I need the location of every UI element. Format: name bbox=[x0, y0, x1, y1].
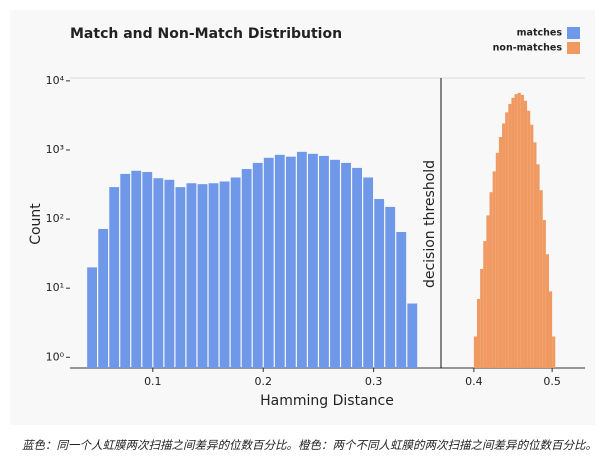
y-tick-label: 10³ bbox=[46, 143, 64, 156]
bar bbox=[341, 162, 351, 368]
bar bbox=[542, 219, 546, 368]
bar bbox=[545, 254, 549, 368]
x-tick-label: 0.5 bbox=[543, 375, 561, 388]
chart-title: Match and Non-Match Distribution bbox=[70, 26, 342, 42]
bar bbox=[486, 215, 490, 368]
bar bbox=[495, 152, 499, 368]
y-tick-label: 10² bbox=[46, 212, 64, 225]
x-tick-label: 0.1 bbox=[144, 375, 162, 388]
bar bbox=[536, 164, 540, 368]
bar bbox=[539, 190, 543, 368]
bar bbox=[352, 167, 363, 368]
y-tick-label: 10⁴ bbox=[46, 74, 65, 87]
bar bbox=[98, 228, 109, 368]
bar bbox=[489, 192, 493, 368]
bar bbox=[533, 142, 537, 368]
bar bbox=[263, 157, 274, 368]
bar bbox=[197, 184, 208, 368]
bar bbox=[508, 103, 512, 369]
chart: Match and Non-Match Distribution Hamming… bbox=[28, 26, 585, 409]
bar bbox=[175, 187, 186, 368]
bar bbox=[219, 181, 230, 368]
x-axis-label: Hamming Distance bbox=[260, 393, 394, 409]
bar bbox=[505, 112, 509, 368]
bar bbox=[473, 336, 477, 368]
bar bbox=[477, 298, 481, 368]
bar bbox=[523, 100, 528, 368]
bar bbox=[396, 232, 407, 368]
caption: 蓝色：同一个人虹膜两次扫描之间差异的位数百分比。橙色：两个不同人虹膜的两次扫描之… bbox=[22, 438, 597, 452]
bar bbox=[164, 179, 175, 368]
legend-swatch bbox=[567, 27, 580, 39]
bar bbox=[407, 303, 418, 368]
bar bbox=[502, 123, 506, 368]
bar bbox=[285, 156, 296, 368]
bar bbox=[274, 154, 285, 368]
x-tick-label: 0.2 bbox=[254, 375, 272, 388]
bar bbox=[517, 92, 521, 369]
legend-swatch bbox=[567, 42, 580, 54]
bar bbox=[552, 336, 556, 368]
bar bbox=[241, 169, 252, 368]
bar bbox=[385, 206, 396, 368]
bar bbox=[230, 177, 241, 368]
y-axis-label: Count bbox=[28, 203, 44, 245]
bar bbox=[319, 155, 329, 368]
bar bbox=[498, 137, 503, 368]
bar bbox=[530, 124, 534, 369]
annotation: decision threshold bbox=[422, 160, 438, 288]
bar bbox=[492, 171, 496, 368]
bar bbox=[330, 159, 340, 368]
bar bbox=[208, 183, 219, 368]
bar bbox=[87, 267, 98, 368]
bar bbox=[307, 153, 318, 368]
bar bbox=[296, 151, 307, 368]
bar bbox=[109, 187, 120, 368]
bar bbox=[549, 291, 553, 368]
bar bbox=[374, 199, 385, 368]
x-tick-label: 0.4 bbox=[465, 375, 483, 388]
legend-label: matches bbox=[517, 28, 563, 39]
bar bbox=[120, 173, 131, 368]
bar bbox=[514, 94, 518, 368]
legend-label: non-matches bbox=[493, 43, 563, 54]
bar bbox=[142, 171, 153, 368]
y-tick-label: 10⁰ bbox=[46, 350, 65, 363]
bar bbox=[363, 177, 374, 368]
x-tick-label: 0.3 bbox=[365, 375, 383, 388]
bar bbox=[483, 241, 487, 368]
bar bbox=[153, 178, 164, 368]
bar bbox=[480, 268, 484, 368]
y-tick-label: 10¹ bbox=[46, 281, 64, 294]
bar bbox=[186, 183, 197, 368]
bar bbox=[511, 97, 515, 369]
bar bbox=[252, 162, 263, 368]
bar bbox=[520, 94, 524, 368]
bar bbox=[527, 110, 531, 368]
bar bbox=[131, 170, 142, 368]
